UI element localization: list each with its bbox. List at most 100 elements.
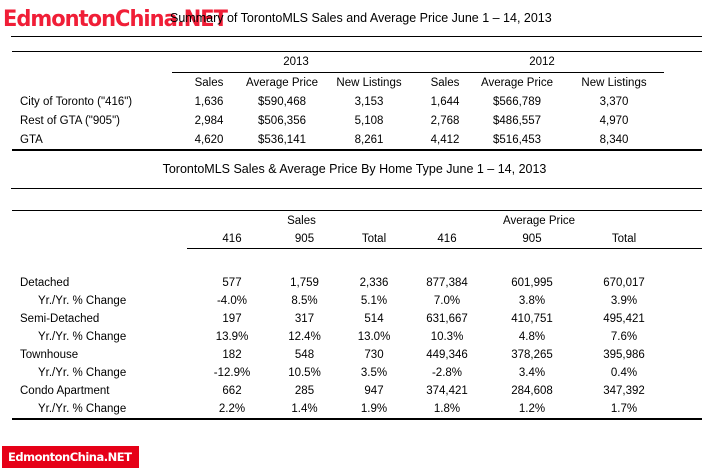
spacer-cell xyxy=(662,382,702,400)
avgprice-group-header: Average Price xyxy=(503,214,576,227)
table-row: Condo Apartment 662 285 947 374,421 284,608 34… xyxy=(12,382,702,400)
table-row: Yr./Yr. % Change -4.0% 8.5% 5.1% 7.0% 3.8% 3.9… xyxy=(12,292,702,310)
watermark-logo-top: EdmontonChina.NET xyxy=(3,6,228,32)
table-row: GTA 4,620 $536,141 8,261 4,412 $516,453 8,340 xyxy=(12,130,702,151)
row-label: Semi-Detached xyxy=(20,313,100,325)
subheader-avgprice-total: Total xyxy=(586,230,663,249)
cell-value: -12.9% xyxy=(213,367,251,379)
row-label: Condo Apartment xyxy=(20,385,110,397)
cell-value: 10.5% xyxy=(288,367,321,379)
summary-table: 2013 2012 Sales Average Price New Listin… xyxy=(12,51,702,151)
cell-value: 1,644 xyxy=(430,95,460,108)
cell-value: 2,984 xyxy=(194,114,224,127)
cell-value: 1.7% xyxy=(586,400,663,420)
row-label: Yr./Yr. % Change xyxy=(12,400,187,420)
column-header-avgprice-2012: Average Price xyxy=(480,76,554,89)
cell-value: 13.9% xyxy=(215,331,249,343)
cell-value: 2.2% xyxy=(187,400,277,420)
cell-value: $486,557 xyxy=(493,114,541,127)
subheader-sales-905: 905 xyxy=(277,230,332,249)
sales-group-header: Sales xyxy=(287,214,316,227)
cell-value: 3.4% xyxy=(518,367,546,379)
cell-value: -2.8% xyxy=(431,367,463,379)
year-2013-group-header: 2013 xyxy=(172,51,420,73)
cell-value: 378,265 xyxy=(511,349,553,361)
cell-value: 514 xyxy=(364,313,384,325)
spacer-cell xyxy=(662,364,702,382)
cell-value: 3.8% xyxy=(518,295,546,307)
cell-value: 1,759 xyxy=(290,277,319,289)
spacer-cell xyxy=(662,230,703,249)
spacer-cell xyxy=(662,346,702,364)
table-row: Yr./Yr. % Change -12.9% 10.5% 3.5% -2.8% 3.4%… xyxy=(12,364,702,382)
table-row: Townhouse 182 548 730 449,346 378,265 395,986 xyxy=(12,346,702,364)
row-label: Detached xyxy=(20,277,70,289)
subcolumn-header-row: 416 905 Total 416 905 Total xyxy=(12,230,703,249)
cell-value: 1.8% xyxy=(416,400,478,420)
spacer-cell xyxy=(662,400,703,420)
cell-value: 548 xyxy=(294,349,315,361)
cell-value: 662 xyxy=(222,385,242,397)
cell-value: $506,356 xyxy=(258,114,306,127)
subheader-avgprice-416: 416 xyxy=(416,230,478,249)
cell-value: 374,421 xyxy=(426,385,468,397)
cell-value: 347,392 xyxy=(603,385,645,397)
cell-value: 5,108 xyxy=(354,114,384,127)
cell-value: 182 xyxy=(222,349,242,361)
cell-value: 4,620 xyxy=(172,130,246,151)
cell-value: 4,970 xyxy=(599,114,629,127)
cell-value: 10.3% xyxy=(430,331,464,343)
spacer-cell xyxy=(664,73,702,93)
corner-empty-cell xyxy=(12,52,172,73)
row-label: GTA xyxy=(12,130,172,151)
corner-empty-cell xyxy=(12,211,187,231)
cell-value: 5.1% xyxy=(360,295,388,307)
cell-value: 317 xyxy=(294,313,315,325)
cell-value: 1.4% xyxy=(277,400,332,420)
cell-value: 3,153 xyxy=(354,95,384,108)
cell-value: 7.6% xyxy=(610,331,638,343)
divider-rule-under-title2 xyxy=(11,188,702,189)
cell-value: 12.4% xyxy=(288,331,321,343)
column-header-sales-2012: Sales xyxy=(430,76,460,89)
cell-value: 1,636 xyxy=(194,95,224,108)
row-label: Yr./Yr. % Change xyxy=(38,331,127,343)
divider-rule-under-title xyxy=(11,36,702,37)
table-row: Yr./Yr. % Change 13.9% 12.4% 13.0% 10.3% 4.8%… xyxy=(12,328,702,346)
cell-value: 2,768 xyxy=(430,114,460,127)
cell-value: -4.0% xyxy=(216,295,248,307)
row-label: Yr./Yr. % Change xyxy=(38,367,127,379)
row-label: City of Toronto ("416") xyxy=(20,95,133,108)
spacer-cell xyxy=(662,211,702,231)
cell-value: 3.5% xyxy=(360,367,388,379)
subheader-sales-total: Total xyxy=(332,230,416,249)
row-label: Townhouse xyxy=(20,349,79,361)
column-header-sales-2013: Sales xyxy=(194,76,224,89)
cell-value: 0.4% xyxy=(610,367,638,379)
cell-value: 601,995 xyxy=(511,277,553,289)
spacer-cell xyxy=(664,111,702,130)
cell-value: 285 xyxy=(294,385,315,397)
cell-value: 4.8% xyxy=(518,331,546,343)
cell-value: 410,751 xyxy=(511,313,553,325)
cell-value: 1.9% xyxy=(332,400,416,420)
spacer-cell xyxy=(662,310,702,328)
cell-value: $566,789 xyxy=(493,95,541,108)
summary-table-title: Summary of TorontoMLS Sales and Average … xyxy=(170,11,552,25)
table-row: Detached 577 1,759 2,336 877,384 601,995 670,0… xyxy=(12,274,702,292)
year-header-row: 2013 2012 xyxy=(12,51,702,73)
cell-value: 1.2% xyxy=(478,400,586,420)
cell-value: 8.5% xyxy=(291,295,318,307)
spacer-cell xyxy=(664,130,702,151)
cell-value: 8,340 xyxy=(564,130,664,151)
corner-empty-cell xyxy=(12,73,172,93)
column-header-row: Sales Average Price New Listings Sales A… xyxy=(12,73,702,93)
spacer-cell xyxy=(662,328,702,346)
cell-value: 577 xyxy=(222,277,242,289)
spacer-cell xyxy=(664,92,702,111)
corner-empty-cell xyxy=(12,230,187,249)
column-header-newlistings-2012: New Listings xyxy=(581,76,647,89)
hometype-table-title: TorontoMLS Sales & Average Price By Home… xyxy=(162,162,547,176)
table-row: Yr./Yr. % Change 2.2% 1.4% 1.9% 1.8% 1.2% 1.7% xyxy=(12,400,703,420)
